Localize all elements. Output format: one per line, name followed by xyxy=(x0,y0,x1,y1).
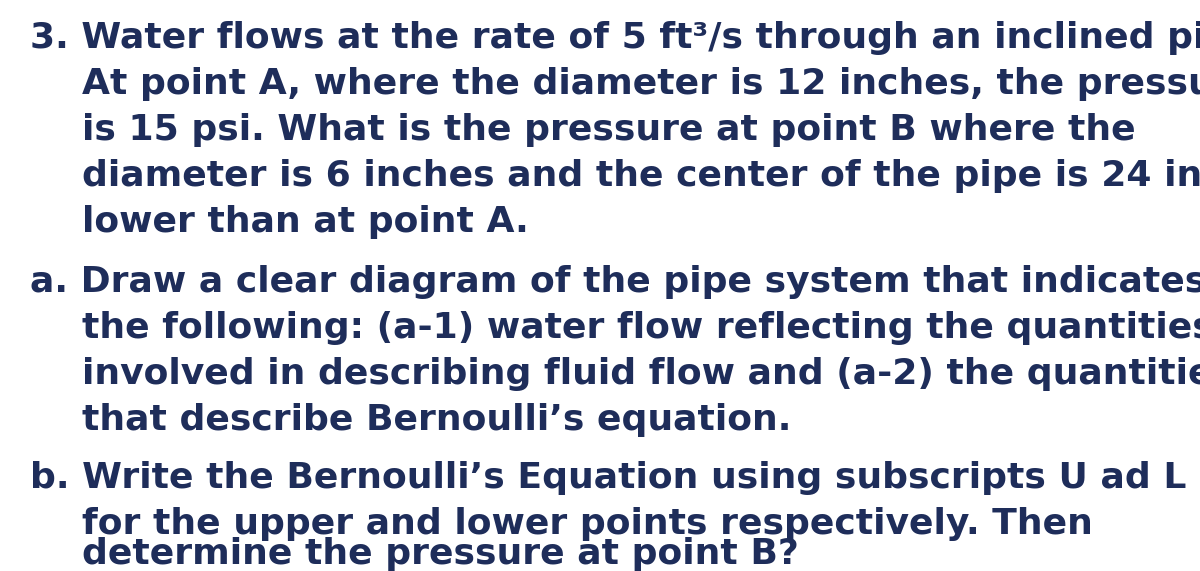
Text: determine the pressure at point B?: determine the pressure at point B? xyxy=(82,537,798,571)
Text: a. Draw a clear diagram of the pipe system that indicates: a. Draw a clear diagram of the pipe syst… xyxy=(30,265,1200,299)
Text: 3. Water flows at the rate of 5 ft³/s through an inclined pipe.: 3. Water flows at the rate of 5 ft³/s th… xyxy=(30,21,1200,55)
Text: is 15 psi. What is the pressure at point B where the: is 15 psi. What is the pressure at point… xyxy=(82,113,1135,147)
Text: involved in describing fluid flow and (a-2) the quantities: involved in describing fluid flow and (a… xyxy=(82,357,1200,391)
Text: lower than at point A.: lower than at point A. xyxy=(82,205,528,239)
Text: for the upper and lower points respectively. Then: for the upper and lower points respectiv… xyxy=(82,507,1092,541)
Text: At point A, where the diameter is 12 inches, the pressure: At point A, where the diameter is 12 inc… xyxy=(82,67,1200,101)
Text: the following: (a-1) water flow reflecting the quantities: the following: (a-1) water flow reflecti… xyxy=(82,311,1200,345)
Text: that describe Bernoulli’s equation.: that describe Bernoulli’s equation. xyxy=(82,403,791,437)
Text: b. Write the Bernoulli’s Equation using subscripts U ad L: b. Write the Bernoulli’s Equation using … xyxy=(30,461,1187,495)
Text: diameter is 6 inches and the center of the pipe is 24 inches: diameter is 6 inches and the center of t… xyxy=(82,159,1200,193)
